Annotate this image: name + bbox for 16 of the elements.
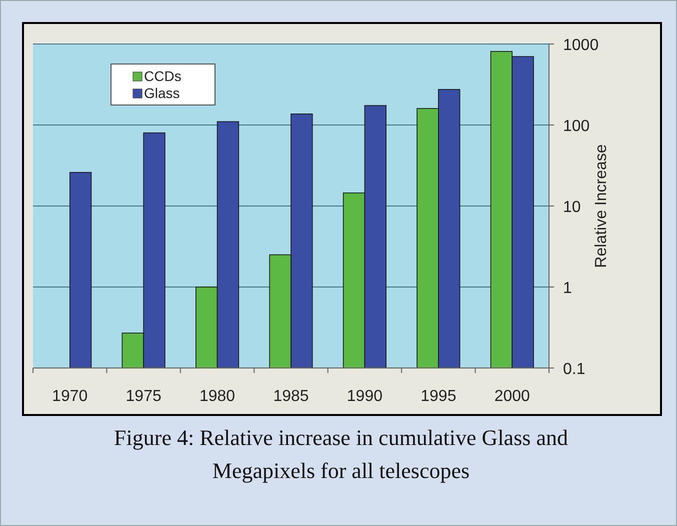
y-tick-label: 1000 — [563, 37, 599, 54]
legend-label: CCDs — [144, 68, 182, 84]
y-tick-label: 0.1 — [563, 361, 586, 378]
x-tick-label: 1995 — [420, 388, 456, 405]
x-tick-label: 2000 — [494, 388, 530, 405]
x-tick-label: 1975 — [126, 388, 162, 405]
legend-label: Glass — [144, 85, 180, 101]
x-tick-label: 1990 — [346, 388, 383, 405]
caption: Figure 4: Relative increase in cumulative Glass and Megapixels for all telescopes — [113, 424, 569, 485]
y-axis-title: Relative Increase — [593, 144, 610, 268]
x-tick-label: 1980 — [199, 388, 236, 405]
y-tick-label: 100 — [563, 118, 590, 135]
y-tick-label: 10 — [563, 199, 581, 216]
x-tick-label: 1970 — [52, 388, 88, 405]
y-tick-label: 1 — [563, 280, 572, 297]
x-tick-label: 1985 — [273, 388, 309, 405]
